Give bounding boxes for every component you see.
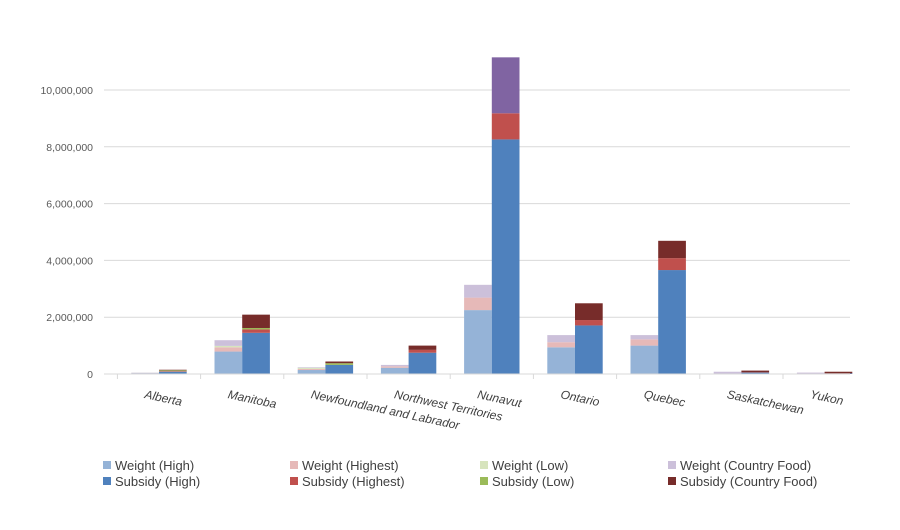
bar-segment [215, 340, 243, 346]
bar-segment [492, 113, 520, 139]
bar-segment [298, 370, 326, 374]
bar-segment [464, 310, 492, 374]
legend-label: Subsidy (Highest) [302, 474, 405, 489]
bar-segment [325, 362, 353, 364]
bar-segment [409, 353, 437, 374]
bar-segment [658, 258, 686, 270]
y-tick-label: 0 [87, 369, 93, 381]
legend: Weight (High) Weight (Highest) Weight (Low… [103, 458, 817, 489]
y-tick-label: 6,000,000 [46, 199, 93, 211]
bar-segment [631, 339, 659, 345]
y-tick-label: 2,000,000 [46, 312, 93, 324]
y-tick-label: 4,000,000 [46, 255, 93, 267]
bar-segment [215, 346, 243, 347]
legend-item: Weight (Highest) [290, 458, 399, 473]
x-tick-label: Manitoba [227, 387, 279, 411]
bar-segment [242, 329, 270, 332]
legend-label: Weight (Country Food) [680, 458, 811, 473]
bar-segment [464, 298, 492, 310]
bar-segment [631, 346, 659, 374]
bar-segment [631, 335, 659, 339]
bar-segment [381, 368, 409, 374]
legend-swatch [668, 461, 676, 469]
bar-segment [575, 303, 603, 320]
bar-segment [658, 270, 686, 374]
legend-item: Subsidy (Country Food) [668, 474, 817, 489]
legend-label: Subsidy (Low) [492, 474, 574, 489]
legend-item: Weight (High) [103, 458, 194, 473]
legend-item: Subsidy (High) [103, 474, 200, 489]
bar-segment [298, 369, 326, 370]
bar-segment [492, 139, 520, 374]
y-tick-label: 10,000,000 [40, 85, 93, 97]
legend-item: Weight (Country Food) [668, 458, 811, 473]
bar-segment [714, 372, 742, 374]
bar-segment [547, 342, 575, 347]
x-tick-label: Ontario [559, 387, 601, 409]
bar-segment [825, 372, 853, 374]
legend-item: Weight (Low) [480, 458, 568, 473]
legend-swatch [668, 477, 676, 485]
bar-segment [547, 347, 575, 374]
bar-segment [464, 285, 492, 298]
bar-segment [159, 370, 187, 371]
legend-label: Weight (Highest) [302, 458, 399, 473]
legend-swatch [103, 461, 111, 469]
bar-segment [159, 371, 187, 372]
y-axis-ticks: 0 2,000,000 4,000,000 6,000,000 8,000,000 10,… [40, 85, 93, 381]
legend-label: Subsidy (Country Food) [680, 474, 817, 489]
bar-segment [575, 320, 603, 325]
bar-segment [242, 333, 270, 374]
legend-label: Subsidy (High) [115, 474, 200, 489]
legend-swatch [290, 477, 298, 485]
bar-segment [215, 347, 243, 351]
legend-swatch [480, 461, 488, 469]
bar-segment [298, 367, 326, 368]
bar-segment [325, 365, 353, 374]
bar-segment [325, 363, 353, 365]
bar-segment [242, 328, 270, 329]
bar-segment [298, 368, 326, 369]
x-tick-label: Yukon [809, 387, 845, 408]
legend-swatch [480, 477, 488, 485]
legend-item: Subsidy (Low) [480, 474, 574, 489]
bar-segment [159, 370, 187, 371]
legend-swatch [290, 461, 298, 469]
legend-label: Weight (High) [115, 458, 194, 473]
legend-swatch [103, 477, 111, 485]
bar-segment [741, 371, 769, 373]
legend-item: Subsidy (Highest) [290, 474, 405, 489]
bar-segment [215, 352, 243, 374]
bar-segment [492, 57, 520, 113]
bar-segment [242, 315, 270, 328]
bar-segment [547, 335, 575, 342]
bar-segment [658, 241, 686, 258]
y-tick-label: 8,000,000 [46, 142, 93, 154]
x-tick-label: Alberta [142, 387, 183, 409]
bar-segment [381, 366, 409, 367]
bar-segment [575, 325, 603, 374]
bar-segment [409, 350, 437, 353]
bar-segment [381, 365, 409, 366]
bars [131, 57, 852, 374]
legend-label: Weight (Low) [492, 458, 568, 473]
x-tick-label: Quebec [643, 387, 687, 409]
x-tick-label: Saskatchewan [726, 387, 806, 417]
bar-segment [409, 346, 437, 350]
